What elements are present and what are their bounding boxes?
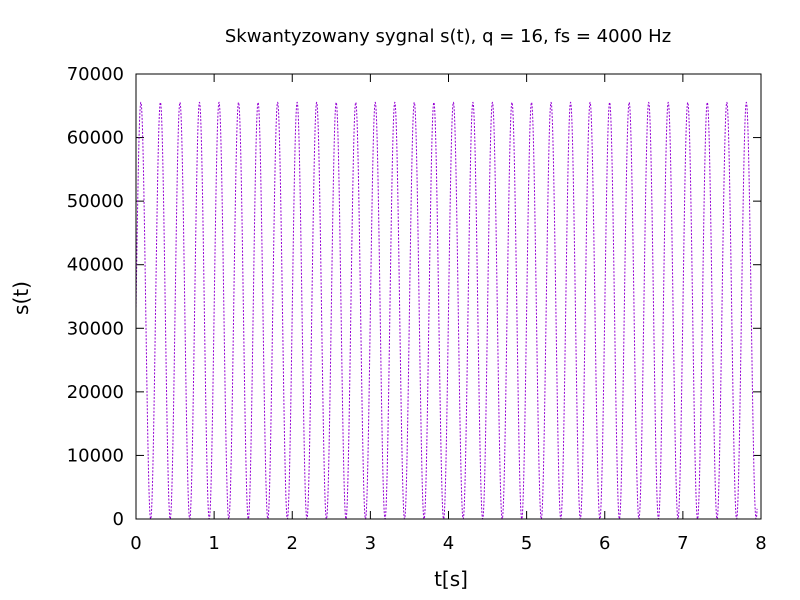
series-layer — [135, 101, 758, 520]
x-tick-label-5: 5 — [521, 533, 532, 554]
y-tick-label-1: 10000 — [67, 445, 124, 466]
x-tick-label-4: 4 — [443, 533, 454, 554]
y-tick-label-2: 20000 — [67, 382, 124, 403]
chart-title: Skwantyzowany sygnal s(t), q = 16, fs = … — [225, 26, 671, 47]
series-line-0 — [135, 101, 758, 520]
y-tick-label-0: 0 — [113, 509, 124, 530]
x-tick-label-2: 2 — [287, 533, 298, 554]
y-axis-label: s(t) — [9, 281, 33, 315]
y-tick-label-6: 60000 — [67, 128, 124, 149]
x-tick-label-0: 0 — [130, 533, 141, 554]
y-tick-label-4: 40000 — [67, 255, 124, 276]
x-tick-label-8: 8 — [755, 533, 766, 554]
x-tick-label-7: 7 — [677, 533, 688, 554]
y-tick-label-7: 70000 — [67, 64, 124, 85]
x-tick-label-1: 1 — [208, 533, 219, 554]
x-axis-label: t[s] — [434, 567, 468, 591]
y-tick-label-3: 30000 — [67, 318, 124, 339]
x-tick-label-6: 6 — [599, 533, 610, 554]
y-tick-label-5: 50000 — [67, 191, 124, 212]
x-tick-label-3: 3 — [365, 533, 376, 554]
plot-frame — [135, 73, 762, 520]
